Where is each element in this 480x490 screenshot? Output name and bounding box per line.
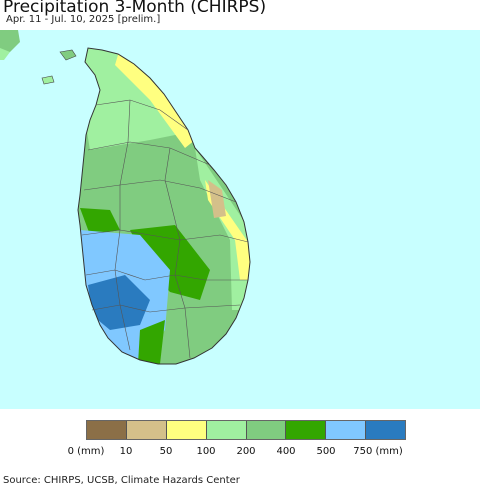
district-boundaries [81,99,249,359]
legend-label-2: 50 [159,446,173,457]
region-sw-darkblue [88,275,150,330]
region-west-darkgreen [80,208,120,235]
island-outline [77,47,251,365]
legend-colorbar [86,420,406,440]
map-title: Precipitation 3-Month (CHIRPS) [3,0,267,17]
legend-label-4: 200 [236,446,256,457]
precipitation-map [0,30,480,409]
india-coast-yellow [0,48,10,60]
legend-label-6: 500 [316,446,336,457]
map-subtitle: Apr. 11 - Jul. 10, 2025 [prelim.] [6,14,161,25]
legend-swatch-7 [366,421,405,439]
india-landmass [0,30,20,56]
region-east-brown [208,180,226,218]
legend-swatch-5 [286,421,327,439]
legend-swatch-3 [206,421,247,439]
legend-label-3: 100 [196,446,216,457]
island-fragment [59,49,77,61]
legend-swatch-4 [246,421,287,439]
region-south-darkgreen [138,320,165,364]
legend-label-0: 0 (mm) [67,446,105,457]
legend-swatch-2 [166,421,207,439]
island-fragment [41,75,55,85]
source-credit: Source: CHIRPS, UCSB, Climate Hazards Ce… [3,475,240,486]
legend-label-7: 750 (mm) [353,446,403,457]
region-central-darkgreen [130,225,210,300]
legend-label-1: 10 [119,446,133,457]
legend-label-5: 400 [276,446,296,457]
legend-swatch-6 [326,421,367,439]
legend-swatch-0 [87,421,127,439]
legend-swatch-1 [126,421,167,439]
region-ne-yellow [115,48,195,148]
